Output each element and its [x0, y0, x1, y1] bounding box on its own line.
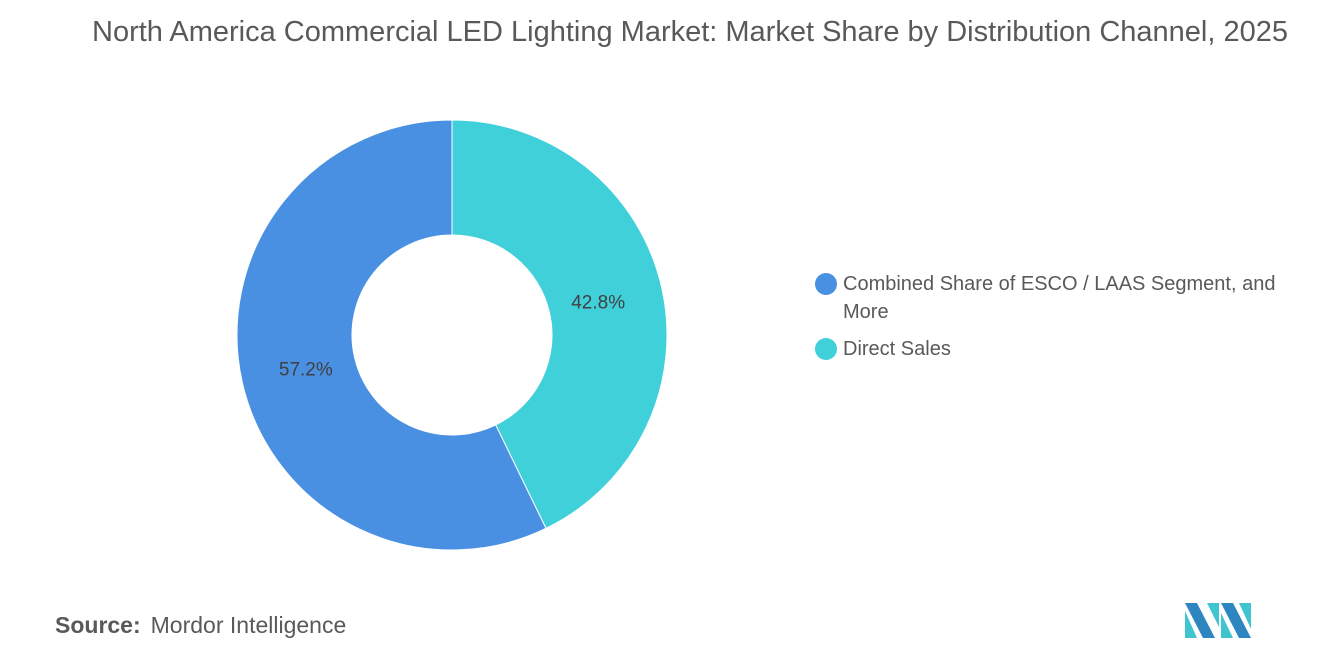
- source-note: Source: Mordor Intelligence: [55, 612, 346, 639]
- legend-item-esco[interactable]: Combined Share of ESCO / LAAS Segment, a…: [815, 270, 1288, 326]
- legend-label: Combined Share of ESCO / LAAS Segment, a…: [843, 273, 1276, 323]
- data-label-1: 57.2%: [279, 360, 333, 381]
- legend: Combined Share of ESCO / LAAS Segment, a…: [815, 270, 1288, 372]
- donut-slice-1[interactable]: [236, 119, 547, 551]
- legend-item-direct-sales[interactable]: Direct Sales: [815, 335, 1288, 363]
- legend-swatch: [815, 338, 837, 360]
- legend-swatch: [815, 273, 837, 295]
- legend-label: Direct Sales: [843, 338, 951, 360]
- source-label: Source:: [55, 612, 141, 638]
- source-value: Mordor Intelligence: [150, 612, 347, 638]
- donut-slice-0[interactable]: [451, 119, 668, 530]
- data-label-0: 42.8%: [571, 292, 625, 313]
- mordor-intelligence-logo: [1185, 603, 1251, 638]
- chart-title: North America Commercial LED Lighting Ma…: [92, 16, 1288, 48]
